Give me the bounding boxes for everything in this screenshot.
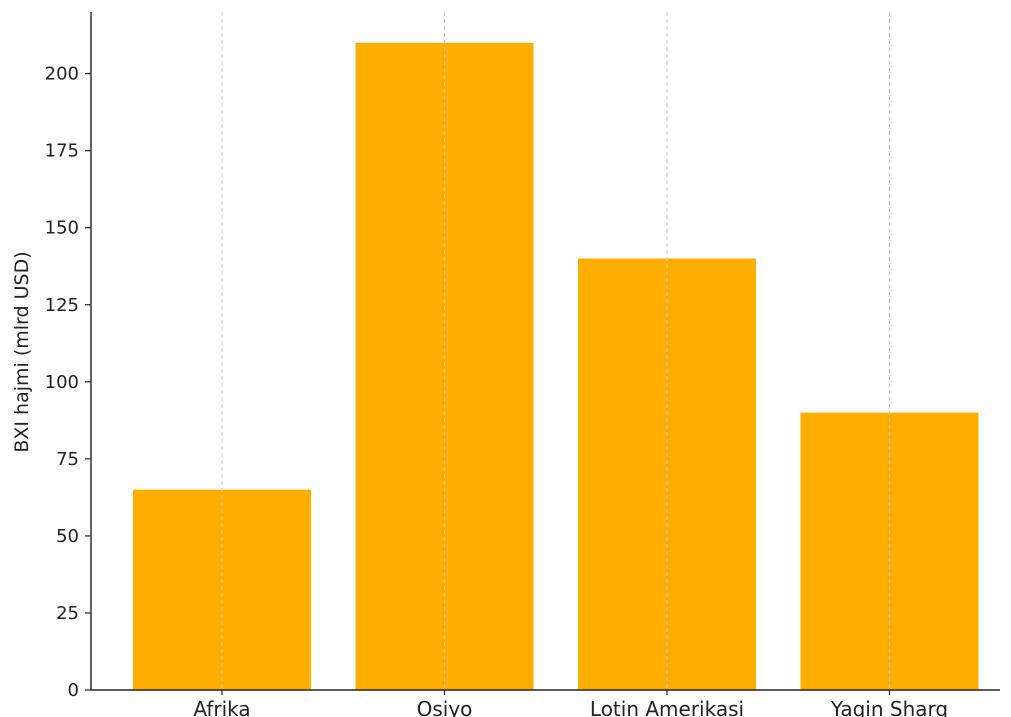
x-tick-label: Afrika bbox=[193, 697, 250, 717]
y-tick-label: 175 bbox=[45, 141, 79, 162]
y-tick-label: 200 bbox=[45, 64, 79, 85]
y-tick-label: 75 bbox=[56, 449, 79, 470]
x-tick-label: Osiyo bbox=[417, 697, 473, 717]
y-tick-label: 150 bbox=[45, 218, 79, 239]
y-ticks: 0 25 50 75 100 125 150 175 200 bbox=[45, 64, 91, 701]
x-tick-label: Lotin Amerikasi bbox=[590, 697, 744, 717]
axes-layer bbox=[90, 12, 1000, 691]
y-axis-label: BXI hajmi (mlrd USD) bbox=[11, 251, 33, 452]
x-tick-label: Yaqin Sharq bbox=[830, 697, 948, 717]
y-tick-label: 0 bbox=[68, 680, 79, 701]
grid-layer bbox=[221, 12, 890, 690]
y-tick-label: 100 bbox=[45, 372, 79, 393]
bars-layer bbox=[133, 42, 979, 691]
y-tick-label: 125 bbox=[45, 295, 79, 316]
y-tick-label: 25 bbox=[56, 603, 79, 624]
y-tick-label: 50 bbox=[56, 526, 79, 547]
x-tick-labels: Afrika Osiyo Lotin Amerikasi Yaqin Sharq bbox=[193, 690, 948, 717]
